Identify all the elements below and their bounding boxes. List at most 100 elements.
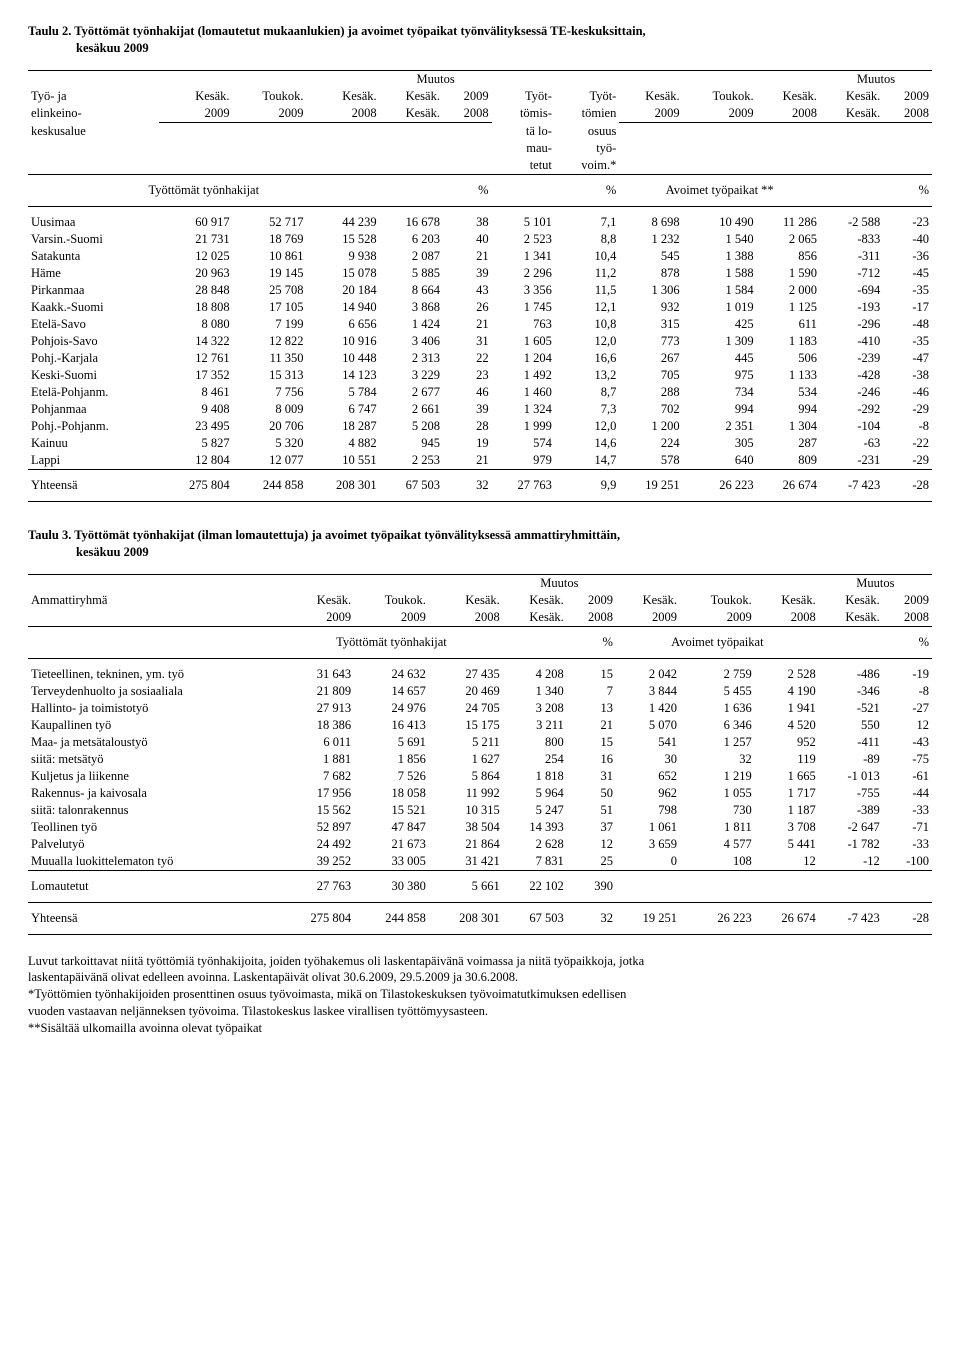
row-label: Pohjanmaa <box>28 401 159 418</box>
row-cell: 2 253 <box>380 452 443 470</box>
row-cell: 1 257 <box>680 734 755 751</box>
row-cell: 16 <box>567 751 616 768</box>
row-cell: 1 204 <box>492 350 555 367</box>
row-cell: 1 540 <box>683 231 757 248</box>
row-cell: 1 856 <box>354 751 429 768</box>
t2-h8-1: 2009 <box>619 105 682 123</box>
row-label: Terveydenhuolto ja sosiaaliala <box>28 683 280 700</box>
row-cell: 32 <box>680 751 755 768</box>
t3-muutos-left: Muutos <box>503 574 616 592</box>
row-cell: 19 <box>443 435 492 452</box>
row-cell: 611 <box>757 316 820 333</box>
t3-h1-1: 2009 <box>280 609 354 627</box>
row-cell: 2 087 <box>380 248 443 265</box>
row-cell: 20 706 <box>233 418 307 435</box>
row-cell: 288 <box>619 384 682 401</box>
row-cell: 37 <box>567 819 616 836</box>
row-cell: 12 761 <box>159 350 232 367</box>
row-cell: 52 897 <box>280 819 354 836</box>
row-cell: 1 341 <box>492 248 555 265</box>
row-cell: 4 190 <box>755 683 819 700</box>
row-cell: 24 632 <box>354 658 429 683</box>
row-cell: -104 <box>820 418 883 435</box>
row-cell: -29 <box>883 401 932 418</box>
row-cell: 5 211 <box>429 734 503 751</box>
row-cell: 19 145 <box>233 265 307 282</box>
row-cell: -1 013 <box>819 768 883 785</box>
row-cell: 28 848 <box>159 282 232 299</box>
row-cell: -61 <box>883 768 932 785</box>
row-cell: -27 <box>883 700 932 717</box>
table-row: Terveydenhuolto ja sosiaaliala21 80914 6… <box>28 683 932 700</box>
row-cell: -19 <box>883 658 932 683</box>
row-cell: 3 211 <box>503 717 567 734</box>
t3-h10-0: 2009 <box>883 592 932 609</box>
row-cell: 10,4 <box>555 248 619 265</box>
table3-title: Taulu 3. Työttömät työnhakijat (ilman lo… <box>28 528 932 543</box>
row-cell: 15 521 <box>354 802 429 819</box>
row-cell: 21 <box>567 717 616 734</box>
row-label: Teollinen työ <box>28 819 280 836</box>
row-cell: 545 <box>619 248 682 265</box>
row-cell: 2 677 <box>380 384 443 401</box>
row-cell: 4 520 <box>755 717 819 734</box>
row-cell: -521 <box>819 700 883 717</box>
row-cell: 445 <box>683 350 757 367</box>
row-cell: 11 350 <box>233 350 307 367</box>
row-cell: 12 804 <box>159 452 232 470</box>
row-cell: 952 <box>755 734 819 751</box>
row-cell: 7 <box>567 683 616 700</box>
row-cell: -694 <box>820 282 883 299</box>
row-cell: 773 <box>619 333 682 350</box>
row-cell: 8,8 <box>555 231 619 248</box>
table-row: siitä: talonrakennus15 56215 52110 3155 … <box>28 802 932 819</box>
row-cell: 763 <box>492 316 555 333</box>
row-cell: 24 492 <box>280 836 354 853</box>
row-cell: 22 102 <box>503 870 567 902</box>
table3: Muutos Muutos Ammattiryhmä Kesäk. Toukok… <box>28 574 932 935</box>
row-cell: -12 <box>819 853 883 871</box>
row-cell: 578 <box>619 452 682 470</box>
t2-h7-0: Työt- <box>555 88 619 105</box>
row-cell: -63 <box>820 435 883 452</box>
row-cell: 878 <box>619 265 682 282</box>
row-cell: -712 <box>820 265 883 282</box>
row-cell: 15 528 <box>307 231 380 248</box>
total-cell: 26 674 <box>755 902 819 934</box>
row-cell: 6 346 <box>680 717 755 734</box>
row-cell: 1 306 <box>619 282 682 299</box>
row-label: Lappi <box>28 452 159 470</box>
row-cell: 38 <box>443 206 492 231</box>
row-cell: 108 <box>680 853 755 871</box>
row-cell: 31 <box>567 768 616 785</box>
row-cell: 932 <box>619 299 682 316</box>
row-cell: 24 705 <box>429 700 503 717</box>
row-cell: 1 183 <box>757 333 820 350</box>
row-label: Lomautetut <box>28 870 280 902</box>
row-cell: -428 <box>820 367 883 384</box>
row-cell: 962 <box>616 785 680 802</box>
row-label: Varsin.-Suomi <box>28 231 159 248</box>
footnote-line: **Sisältää ulkomailla avoinna olevat työ… <box>28 1020 932 1037</box>
row-cell: 1 340 <box>503 683 567 700</box>
row-cell: 705 <box>619 367 682 384</box>
total-cell: 19 251 <box>616 902 680 934</box>
t2-h0-2: keskusalue <box>28 123 159 140</box>
row-cell: 2 759 <box>680 658 755 683</box>
t3-h4-0: Kesäk. <box>503 592 567 609</box>
total-cell: 26 674 <box>757 469 820 501</box>
row-cell: 10,8 <box>555 316 619 333</box>
row-cell: 31 <box>443 333 492 350</box>
table-row: Etelä-Savo8 0807 1996 6561 4242176310,83… <box>28 316 932 333</box>
table-row: Uusimaa60 91752 71744 23916 678385 1017,… <box>28 206 932 231</box>
table-row: Pohj.-Pohjanm.23 49520 70618 2875 208281… <box>28 418 932 435</box>
table-row: Häme20 96319 14515 0785 885392 29611,287… <box>28 265 932 282</box>
row-cell <box>883 870 932 902</box>
row-cell: 20 963 <box>159 265 232 282</box>
row-cell: 14 123 <box>307 367 380 384</box>
t2-sub-pct1: % <box>443 174 492 206</box>
total-label: Yhteensä <box>28 902 280 934</box>
row-cell: 1 627 <box>429 751 503 768</box>
t3-sub-pct2: % <box>883 626 932 658</box>
row-cell: 14 393 <box>503 819 567 836</box>
